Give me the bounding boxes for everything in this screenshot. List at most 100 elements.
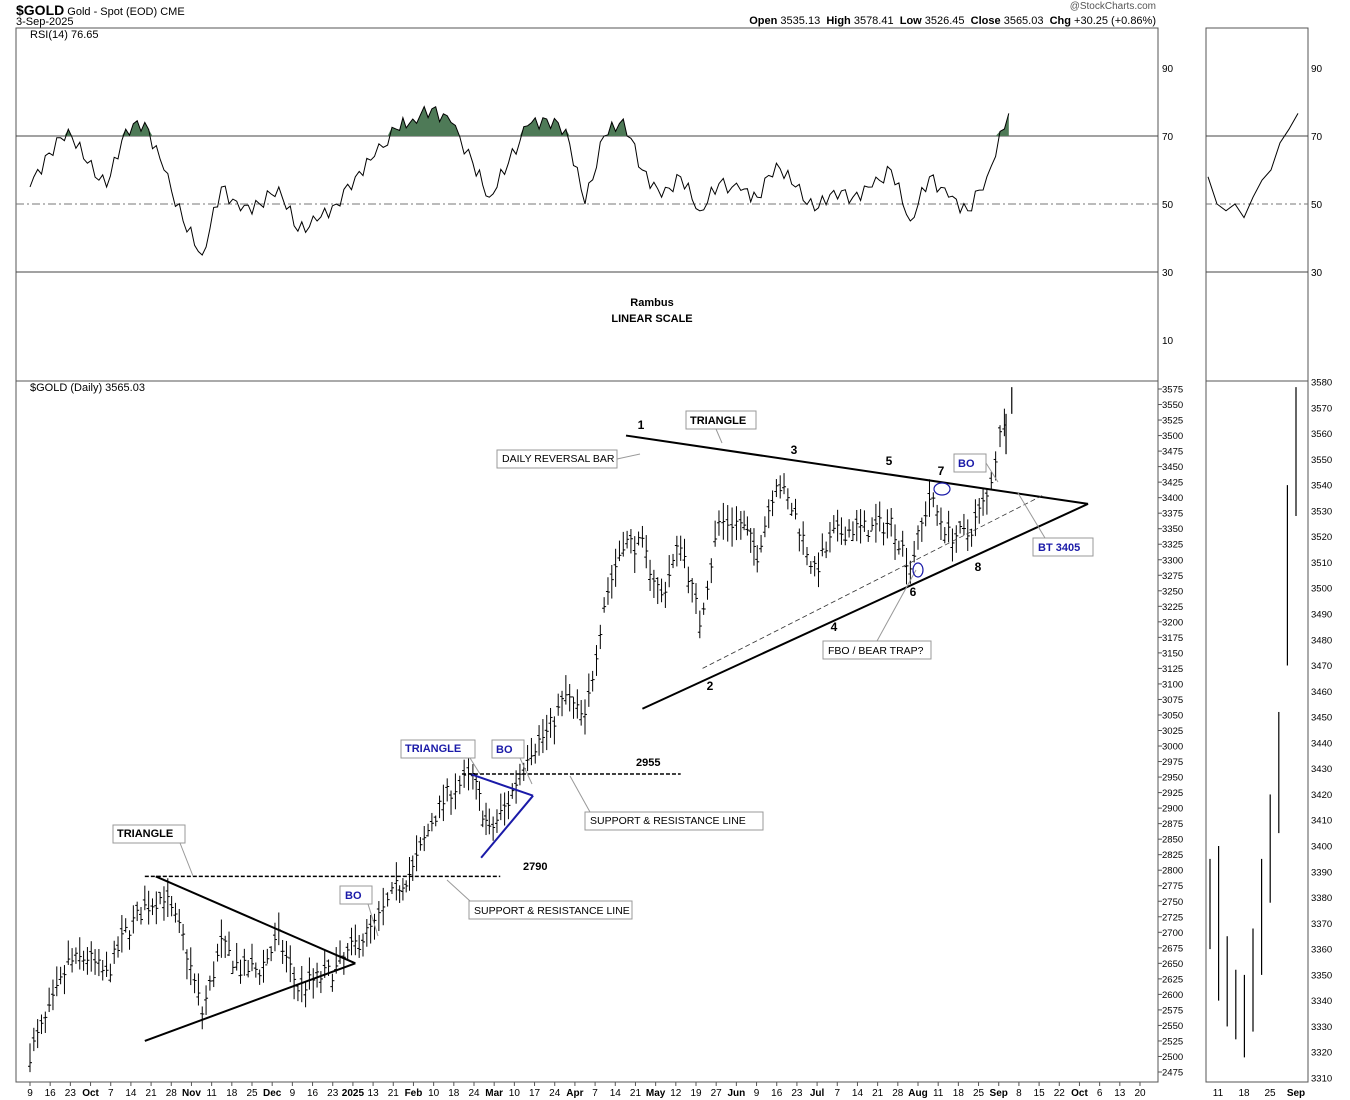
sr-line-1-callout: SUPPORT & RESISTANCE LINE (446, 879, 633, 920)
x-label-17: 13 (368, 1088, 380, 1099)
price-tick-19: 3100 (1162, 679, 1183, 690)
triangle-1-callout: TRIANGLE (112, 824, 194, 877)
bo-2-label: BO (496, 744, 513, 756)
x-label-28: 7 (592, 1088, 598, 1099)
x-label-3: Oct (82, 1088, 99, 1099)
x-label-1: 16 (45, 1088, 57, 1099)
close-value: 3565.03 (1003, 15, 1044, 27)
triangle-2-label: TRIANGLE (405, 743, 461, 755)
side-x-label-1: 18 (1238, 1088, 1250, 1099)
x-label-29: 14 (610, 1088, 622, 1099)
side-price-tick-7: 3510 (1311, 558, 1332, 569)
price-tick-5: 3450 (1162, 462, 1183, 473)
side-rsi-tick-2: 50 (1311, 200, 1323, 211)
side-price-tick-6: 3520 (1311, 532, 1332, 543)
price-panel-frame (15, 380, 1159, 1083)
price-tick-32: 2775 (1162, 881, 1183, 892)
side-price-tick-27: 3310 (1311, 1074, 1332, 1085)
price-tick-3: 3500 (1162, 431, 1183, 442)
x-label-27: Apr (566, 1088, 583, 1099)
side-price-tick-25: 3330 (1311, 1022, 1332, 1033)
pivot-4: 4 (831, 620, 838, 634)
price-tick-24: 2975 (1162, 757, 1183, 768)
price-tick-8: 3375 (1162, 509, 1183, 520)
x-label-42: 21 (872, 1088, 884, 1099)
x-label-21: 18 (448, 1088, 460, 1099)
bt-callout: BT 3405 (1017, 492, 1094, 557)
rsi-note-line1: Rambus (630, 297, 673, 309)
price-tick-37: 2650 (1162, 959, 1183, 970)
side-price-tick-9: 3490 (1311, 610, 1332, 621)
open-label: Open (749, 15, 778, 27)
side-price-tick-15: 3430 (1311, 764, 1332, 775)
side-price-tick-10: 3480 (1311, 635, 1332, 646)
x-label-16: 2025 (342, 1088, 365, 1099)
close-label: Close (970, 15, 1001, 27)
side-price-tick-1: 3570 (1311, 403, 1332, 414)
x-label-36: 9 (754, 1088, 760, 1099)
price-tick-9: 3350 (1162, 524, 1183, 535)
x-label-40: 7 (834, 1088, 840, 1099)
x-label-8: Nov (182, 1088, 201, 1099)
x-label-43: 28 (892, 1088, 904, 1099)
x-label-22: 24 (468, 1088, 480, 1099)
triangle-3-upper (625, 434, 1089, 505)
side-x-label-2: 25 (1264, 1088, 1276, 1099)
side-x-label-3: Sep (1287, 1088, 1305, 1099)
side-price-tick-26: 3320 (1311, 1048, 1332, 1059)
price-tick-16: 3175 (1162, 633, 1183, 644)
rsi-tick-0: 90 (1162, 64, 1174, 75)
side-rsi-tick-3: 30 (1311, 268, 1323, 279)
price-tick-20: 3075 (1162, 695, 1183, 706)
price-tick-39: 2600 (1162, 990, 1183, 1001)
price-tick-17: 3150 (1162, 648, 1183, 659)
x-label-26: 24 (549, 1088, 561, 1099)
low-label: Low (899, 15, 922, 27)
x-label-32: 12 (670, 1088, 682, 1099)
pivot-5: 5 (886, 454, 893, 468)
rsi-tick-1: 70 (1162, 132, 1174, 143)
side-price-tick-14: 3440 (1311, 738, 1332, 749)
x-label-11: 25 (246, 1088, 258, 1099)
x-label-18: 21 (388, 1088, 400, 1099)
x-label-48: Sep (990, 1088, 1008, 1099)
side-price-tick-4: 3540 (1311, 481, 1332, 492)
daily-reversal-callout: DAILY REVERSAL BAR (496, 449, 641, 469)
pivot-7: 7 (938, 464, 945, 478)
triangle-3-label: TRIANGLE (690, 415, 746, 427)
price-tick-25: 2950 (1162, 773, 1183, 784)
x-label-5: 14 (125, 1088, 137, 1099)
price-tick-31: 2800 (1162, 866, 1183, 877)
x-label-0: 9 (27, 1088, 33, 1099)
side-rsi-tick-0: 90 (1311, 64, 1323, 75)
side-price-tick-16: 3420 (1311, 790, 1332, 801)
triangle-1-label: TRIANGLE (117, 828, 173, 840)
price-panel-label: $GOLD (Daily) 3565.03 (30, 382, 145, 394)
rsi-tick-4: 10 (1162, 336, 1174, 347)
fbo-label: FBO / BEAR TRAP? (828, 645, 924, 657)
price-tick-40: 2575 (1162, 1005, 1183, 1016)
price-tick-41: 2550 (1162, 1021, 1183, 1032)
pivot-2: 2 (707, 679, 714, 693)
high-value: 3578.41 (853, 15, 894, 27)
price-tick-0: 3575 (1162, 385, 1183, 396)
triangle-1-lower (144, 962, 356, 1042)
side-price-tick-18: 3400 (1311, 842, 1332, 853)
sr-line-2-label: SUPPORT & RESISTANCE LINE (590, 815, 746, 827)
price-tick-28: 2875 (1162, 819, 1183, 830)
x-label-25: 17 (529, 1088, 541, 1099)
price-tick-34: 2725 (1162, 912, 1183, 923)
side-price-tick-19: 3390 (1311, 867, 1332, 878)
price-tick-15: 3200 (1162, 617, 1183, 628)
bo-3-callout: BO (953, 453, 999, 483)
level-2955-label: 2955 (636, 757, 660, 769)
x-label-6: 21 (146, 1088, 158, 1099)
exchange: CME (160, 6, 185, 18)
triangle-3-callout: TRIANGLE (685, 410, 757, 444)
side-price-tick-2: 3560 (1311, 429, 1332, 440)
x-label-39: Jul (810, 1088, 825, 1099)
side-price-tick-21: 3370 (1311, 919, 1332, 930)
side-rsi-tick-1: 70 (1311, 132, 1323, 143)
x-label-46: 18 (953, 1088, 965, 1099)
